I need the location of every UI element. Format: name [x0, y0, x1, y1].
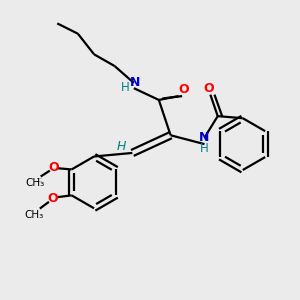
Text: O: O: [204, 82, 214, 95]
Text: methoxy: methoxy: [37, 181, 44, 182]
Text: H: H: [121, 81, 130, 94]
Text: O: O: [48, 160, 59, 174]
Text: methoxy: methoxy: [37, 178, 44, 179]
Text: CH₃: CH₃: [25, 210, 44, 220]
Text: O: O: [47, 192, 58, 205]
Text: N: N: [199, 131, 209, 144]
Text: N: N: [130, 76, 140, 89]
Text: H: H: [200, 142, 208, 155]
Text: O: O: [178, 83, 189, 96]
Text: CH₃: CH₃: [26, 178, 45, 188]
Text: H: H: [116, 140, 126, 153]
